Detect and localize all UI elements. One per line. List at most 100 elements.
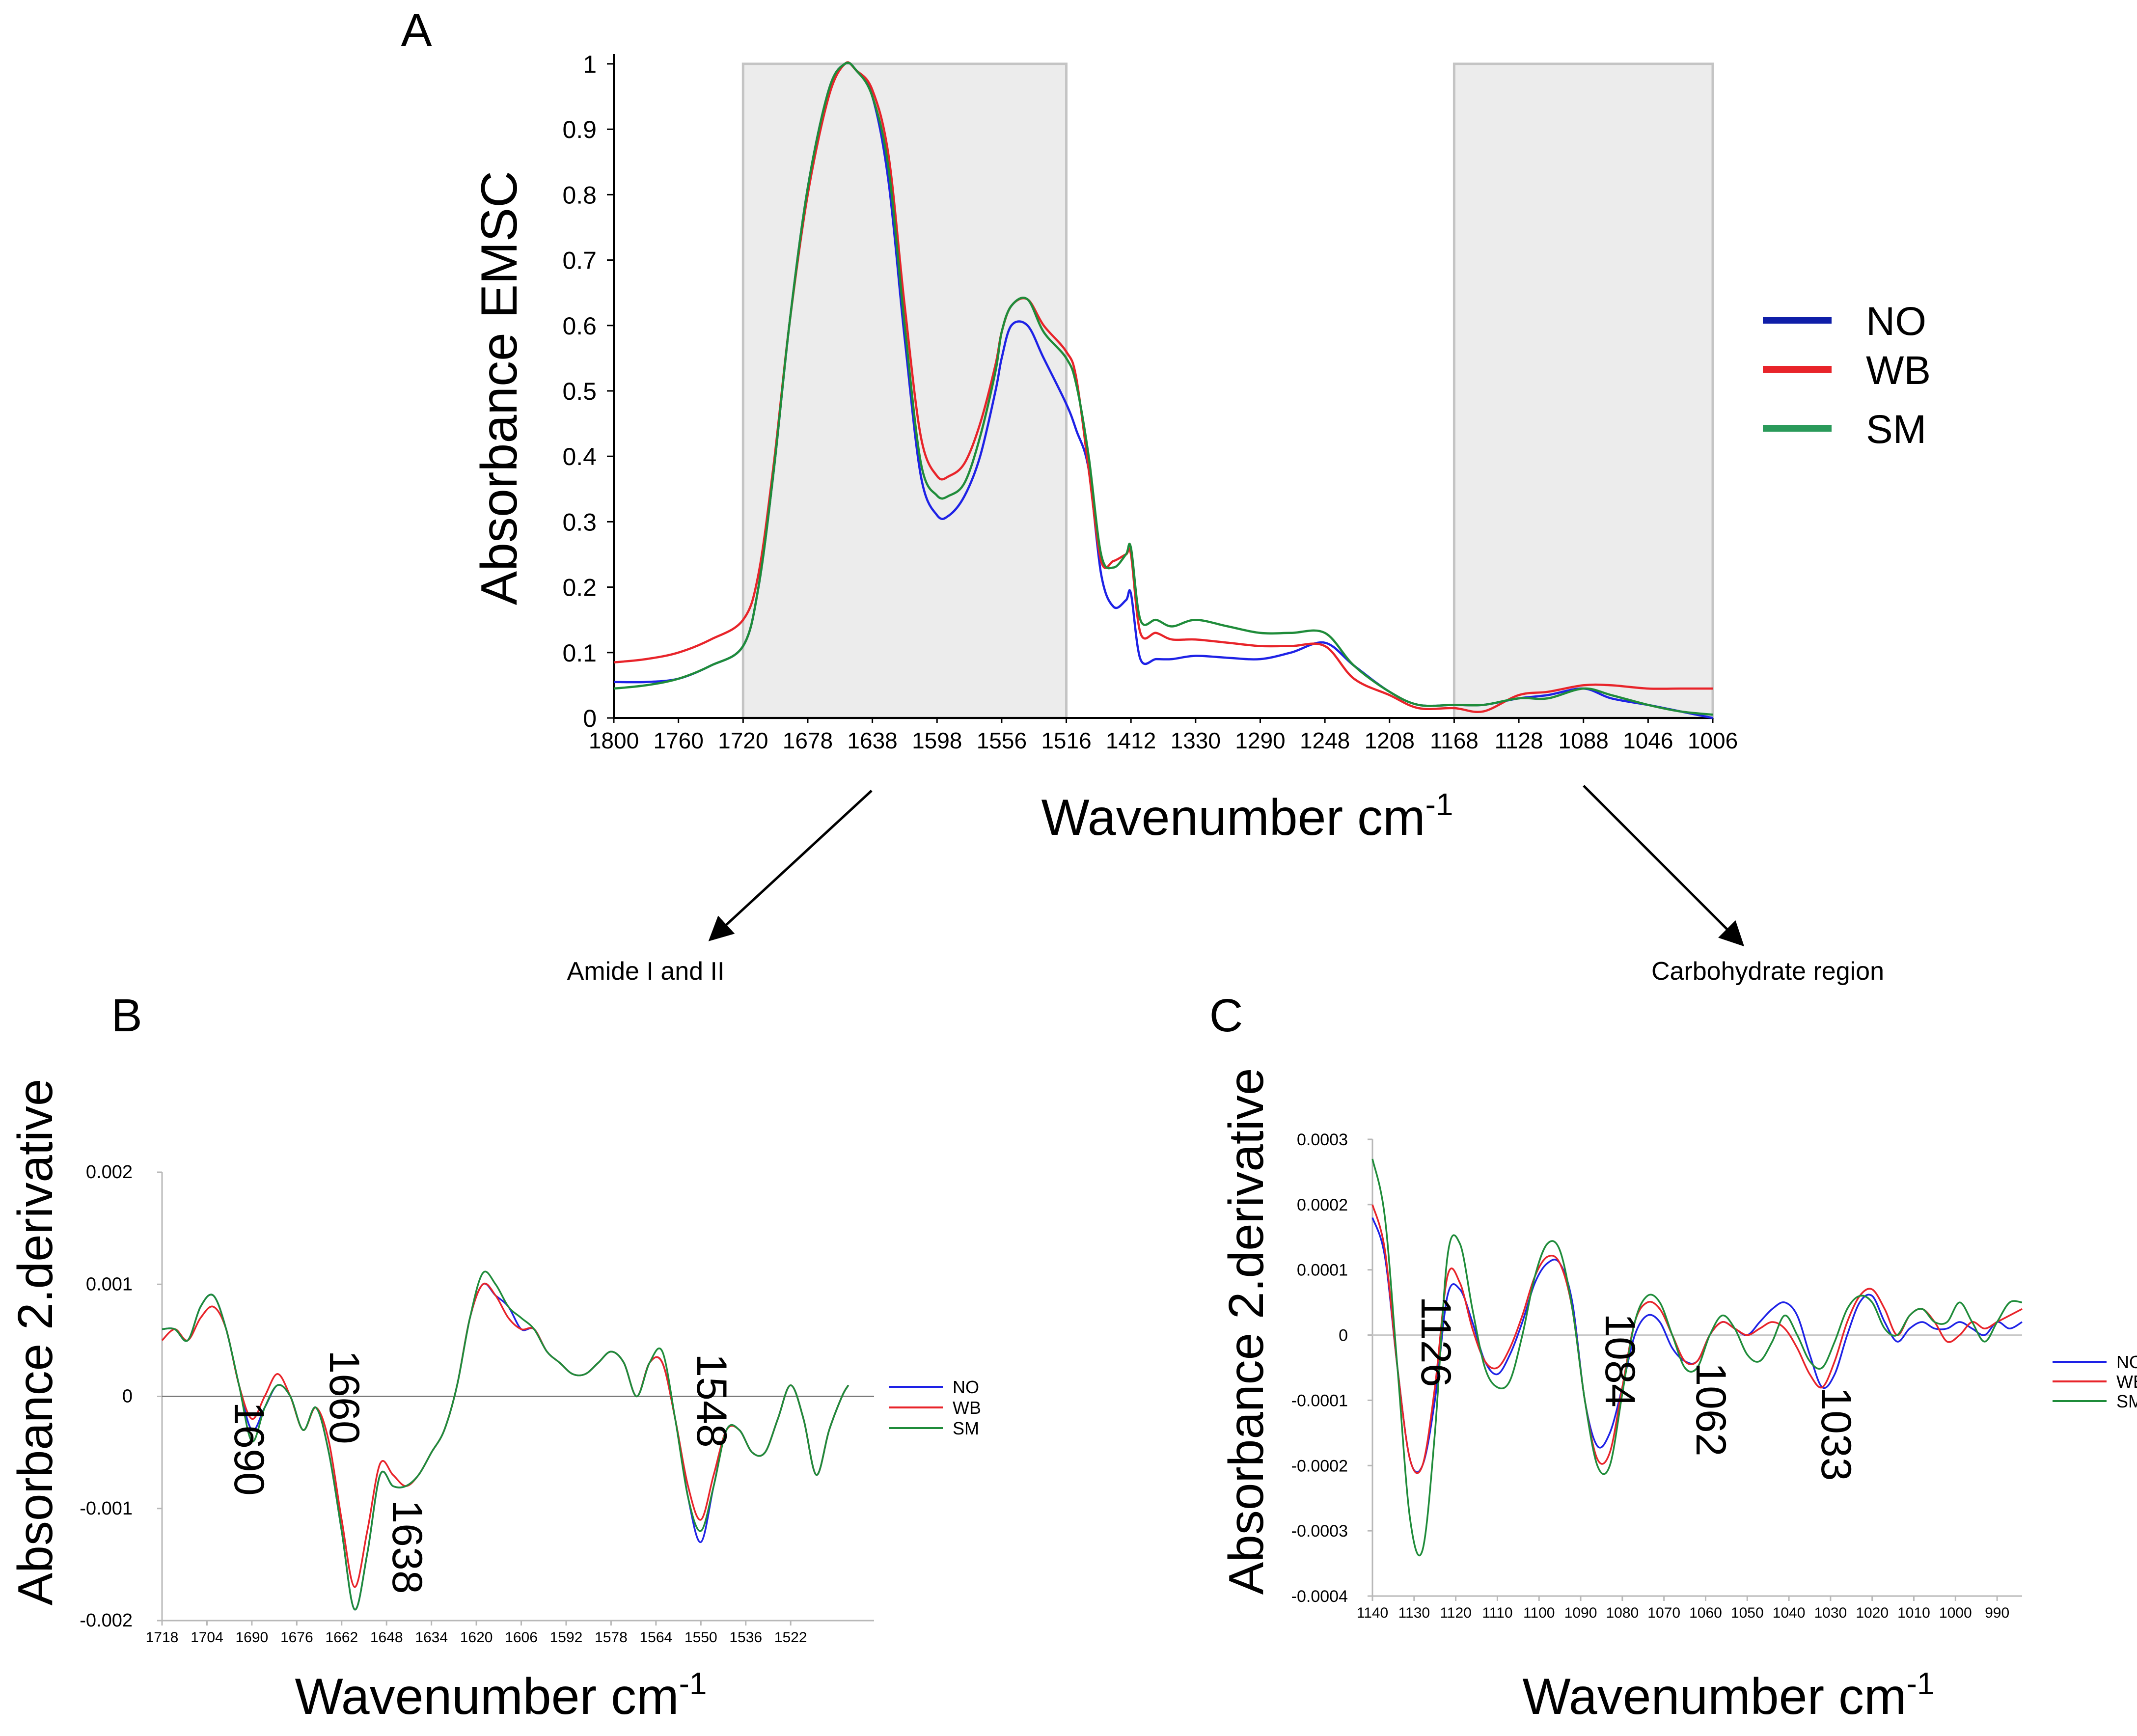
panel-b-peak-label-1690: 1690 — [225, 1402, 273, 1495]
panel-b-series-lines — [161, 1270, 849, 1611]
panel-c-x-tick-label: 1050 — [1731, 1605, 1764, 1621]
panel-b-x-tick-label: 1634 — [415, 1629, 448, 1646]
panel-a-x-tick-label: 1208 — [1365, 728, 1415, 753]
panel-b-letter: B — [111, 990, 142, 1042]
arrow-amide — [708, 790, 873, 941]
panel-b-series-sm — [162, 1270, 849, 1611]
panel-a-x-tick-label: 1678 — [783, 728, 833, 753]
arrow-carbohydrate-label: Carbohydrate region — [1651, 957, 1884, 986]
panel-b-tick-labels: -0.002 -0.001 0 0.001 0.002 1718 1704 1690 1676 1… — [80, 1162, 807, 1646]
panel-c-x-tick-label: 1110 — [1482, 1605, 1512, 1621]
panel-a-x-tick-label: 1168 — [1430, 728, 1479, 753]
legend-a-label-sm: SM — [1866, 407, 1926, 452]
panel-c-peak-label-1126: 1126 — [1412, 1296, 1459, 1387]
panel-c-x-tick-label: 1040 — [1773, 1605, 1806, 1621]
panel-c-x-tick-label: 1080 — [1606, 1605, 1639, 1621]
panel-b-axes — [157, 1171, 874, 1626]
panel-b-ylabel: Absorbance 2.derivative — [8, 1079, 63, 1606]
panel-c-y-tick-label: -0.0002 — [1291, 1457, 1348, 1475]
panel-c-y-tick-label: -0.0001 — [1291, 1391, 1348, 1410]
panel-c-xlabel-text: Wavenumber cm — [1522, 1668, 1906, 1725]
panel-b-x-tick-label: 1662 — [325, 1629, 358, 1646]
panel-a-y-tick-label: 0.6 — [562, 312, 597, 340]
panel-a-x-tick-label: 1516 — [1041, 728, 1091, 753]
panel-c-annotations: 1126 1084 1062 1033 — [1412, 1296, 1860, 1481]
panel-a-y-tick-label: 0.3 — [562, 508, 597, 536]
panel-c-y-tick-label: -0.0003 — [1291, 1522, 1348, 1541]
panel-c-legend-label-wb: WB — [2116, 1372, 2137, 1392]
panel-c-xlabel: Wavenumber cm-1 — [1522, 1666, 1934, 1725]
panel-b-peak-label-1638: 1638 — [384, 1500, 431, 1594]
panel-a-shaded-region-2 — [1452, 62, 1714, 719]
panel-a-x-tick-label: 1412 — [1106, 728, 1156, 753]
panel-c-y-tick-label: 0 — [1339, 1326, 1348, 1345]
panel-b-y-tick-label: 0.002 — [86, 1162, 133, 1183]
panel-a-ylabel: Absorbance EMSC — [471, 171, 528, 605]
panel-b-annotations: 1690 1660 1638 1548 — [225, 1350, 735, 1594]
panel-c-x-tick-label: 1010 — [1897, 1605, 1930, 1621]
panel-b-x-tick-label: 1536 — [729, 1629, 762, 1646]
panel-c-peak-label-1062: 1062 — [1687, 1362, 1734, 1456]
panel-b-x-tick-label: 1592 — [550, 1629, 583, 1646]
panel-b-x-tick-label: 1578 — [595, 1629, 628, 1646]
panel-c-axes — [1368, 1138, 2022, 1601]
panel-c-x-tick-label: 1090 — [1564, 1605, 1597, 1621]
panel-c-x-tick-label: 1020 — [1856, 1605, 1889, 1621]
panel-c-series-no — [1371, 1217, 2023, 1473]
panel-c-tick-labels: -0.0004 -0.0003 -0.0002 -0.0001 0 0.0001 0.000… — [1291, 1130, 2009, 1621]
panel-a-y-tick-label: 0.8 — [562, 181, 597, 209]
legend-a-label-wb: WB — [1866, 348, 1931, 393]
panel-a-shaded-region-1 — [741, 62, 1068, 719]
panel-b-xlabel-text: Wavenumber cm — [295, 1668, 679, 1725]
panel-b-y-tick-label: 0 — [122, 1386, 133, 1407]
panel-a-x-tick-label: 1046 — [1623, 728, 1673, 753]
panel-a-xlabel-text: Wavenumber cm — [1041, 789, 1425, 846]
panel-a-x-tick-label: 1720 — [718, 728, 768, 753]
panel-b-x-tick-label: 1606 — [505, 1629, 538, 1646]
panel-a-x-tick-label: 1800 — [589, 728, 639, 753]
panel-a-y-tick-label: 0 — [583, 705, 597, 732]
panel-b-xlabel-sup: -1 — [679, 1666, 707, 1701]
panel-c-chart: -0.0004 -0.0003 -0.0002 -0.0001 0 0.0001 0.000… — [1291, 1130, 2137, 1621]
panel-a-letter: A — [401, 4, 432, 56]
panel-a-y-tick-label: 0.5 — [562, 378, 597, 405]
panel-b-x-tick-label: 1522 — [774, 1629, 807, 1646]
panel-b-x-tick-label: 1564 — [639, 1629, 672, 1646]
panel-c-xlabel-sup: -1 — [1907, 1666, 1935, 1701]
panel-a-x-tick-label: 1088 — [1559, 728, 1609, 753]
panel-c-y-tick-label: 0.0001 — [1297, 1261, 1348, 1280]
panel-c-legend-label-sm: SM — [2116, 1391, 2137, 1411]
panel-a-x-tick-label: 1760 — [653, 728, 703, 753]
panel-c-y-tick-label: -0.0004 — [1291, 1587, 1348, 1606]
panel-b-y-tick-label: -0.001 — [80, 1498, 133, 1519]
panel-a-shaded-regions — [741, 62, 1714, 719]
panel-b-xlabel: Wavenumber cm-1 — [295, 1666, 707, 1725]
panel-b-peak-label-1660: 1660 — [321, 1350, 368, 1444]
arrow-carbohydrate — [1583, 785, 1745, 947]
panel-b-y-tick-label: 0.001 — [86, 1274, 133, 1295]
panel-c-x-tick-label: 1000 — [1939, 1605, 1972, 1621]
panel-a-x-tick-label: 1638 — [847, 728, 897, 753]
panel-c-x-tick-label: 1030 — [1814, 1605, 1847, 1621]
panel-a-axes — [607, 54, 1714, 723]
panel-b-x-tick-label: 1620 — [460, 1629, 493, 1646]
panel-a-chart: 0 0.1 0.2 0.3 0.4 0.5 0.6 0.7 0.8 0.9 1 1800 1760 172… — [562, 51, 1738, 753]
panel-c-x-tick-label: 1140 — [1357, 1605, 1389, 1621]
panel-b-legend-label-sm: SM — [953, 1418, 979, 1438]
panel-c-series-sm — [1371, 1158, 2023, 1557]
panel-a-tick-labels: 0 0.1 0.2 0.3 0.4 0.5 0.6 0.7 0.8 0.9 1 1800 1760 172… — [562, 51, 1738, 753]
panel-b-peak-label-1548: 1548 — [688, 1353, 735, 1447]
panel-c-x-tick-label: 1130 — [1398, 1605, 1430, 1621]
panel-b-y-tick-label: -0.002 — [80, 1610, 133, 1631]
panel-c-legend-label-no: NO — [2116, 1352, 2137, 1372]
panel-a-xlabel: Wavenumber cm-1 — [1041, 787, 1453, 846]
panel-a-y-tick-label: 0.2 — [562, 574, 597, 602]
panel-a-y-tick-label: 0.7 — [562, 247, 597, 275]
panel-a-y-tick-label: 0.9 — [562, 116, 597, 143]
panel-c-x-tick-label: 1120 — [1440, 1605, 1472, 1621]
panel-a-y-tick-label: 1 — [583, 51, 597, 78]
panel-b-x-tick-label: 1648 — [370, 1629, 403, 1646]
